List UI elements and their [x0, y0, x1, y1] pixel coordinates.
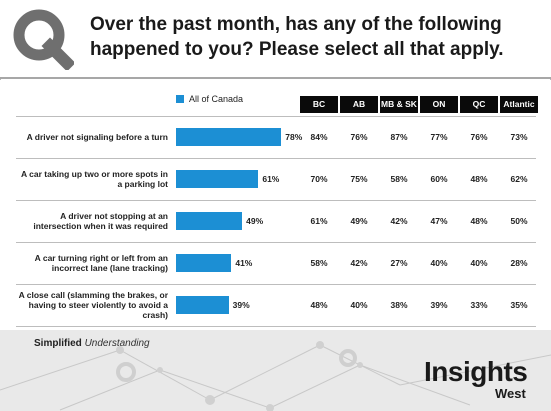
row-label-4: A close call (slamming the brakes, or ha…: [18, 290, 168, 320]
row-label-2: A driver not stopping at an intersection…: [33, 211, 168, 231]
table-cell-1-3: 60%: [430, 174, 448, 184]
table-cell-1-2: 58%: [390, 174, 408, 184]
table-cell-1-0: 70%: [310, 174, 328, 184]
brand-logo-main: Insights: [424, 356, 528, 387]
table-cell-3-4: 40%: [470, 258, 488, 268]
table-cell-3-0: 58%: [310, 258, 328, 268]
table-cell-0-1: 76%: [350, 132, 368, 142]
row-separator: [16, 116, 536, 117]
table-cell-0-4: 76%: [470, 132, 488, 142]
table-cell-3-5: 28%: [510, 258, 528, 268]
brand-logo-sub: West: [495, 386, 526, 401]
table-cell-2-4: 48%: [470, 216, 488, 226]
tagline-bold: Simplified: [34, 338, 82, 349]
table-cell-1-4: 48%: [470, 174, 488, 184]
region-header-1: AB: [340, 96, 378, 113]
table-cell-0-0: 84%: [310, 132, 328, 142]
bar-2: [176, 212, 243, 230]
row-separator: [16, 158, 536, 159]
table-cell-4-2: 38%: [390, 300, 408, 310]
table-cell-4-3: 39%: [430, 300, 448, 310]
table-cell-0-2: 87%: [390, 132, 408, 142]
row-separator: [16, 326, 536, 327]
row-label-0: A driver not signaling before a turn: [26, 132, 168, 142]
chart-panel: [0, 80, 551, 330]
bar-4: [176, 296, 229, 314]
region-header-4: QC: [460, 96, 498, 113]
table-cell-1-1: 75%: [350, 174, 368, 184]
table-cell-2-5: 50%: [510, 216, 528, 226]
row-separator: [16, 284, 536, 285]
chart-legend: All of Canada: [176, 94, 243, 104]
table-cell-2-2: 42%: [390, 216, 408, 226]
row-label-1: A car taking up two or more spots in a p…: [20, 169, 168, 189]
region-header-5: Atlantic: [500, 96, 538, 113]
region-header-3: ON: [420, 96, 458, 113]
table-cell-3-1: 42%: [350, 258, 368, 268]
bar-1: [176, 170, 259, 188]
table-cell-4-4: 33%: [470, 300, 488, 310]
bar-value-label-2: 49%: [246, 216, 264, 226]
table-cell-3-2: 27%: [390, 258, 408, 268]
page-title: Over the past month, has any of the foll…: [90, 14, 504, 60]
bar-3: [176, 254, 232, 272]
bar-value-label-3: 41%: [235, 258, 253, 268]
footer-band: [0, 330, 551, 411]
table-cell-3-3: 40%: [430, 258, 448, 268]
region-header-0: BC: [300, 96, 338, 113]
table-cell-4-0: 48%: [310, 300, 328, 310]
row-label-3: A car turning right or left from an inco…: [34, 253, 168, 273]
table-cell-0-3: 77%: [430, 132, 448, 142]
bar-value-label-1: 61%: [262, 174, 280, 184]
table-cell-0-5: 73%: [510, 132, 528, 142]
tagline: Simplified Understanding: [34, 338, 150, 349]
magnifier-q-icon: [13, 9, 74, 70]
network-background-graphic: [0, 341, 551, 411]
table-cell-2-1: 49%: [350, 216, 368, 226]
tagline-italic: Understanding: [84, 338, 150, 349]
legend-label: All of Canada: [189, 94, 244, 104]
table-cell-2-3: 47%: [430, 216, 448, 226]
row-separator: [16, 242, 536, 243]
row-separator: [16, 200, 536, 201]
bar-value-label-0: 78%: [285, 132, 303, 142]
legend-swatch: [176, 95, 184, 103]
bar-0: [176, 128, 282, 146]
table-cell-2-0: 61%: [310, 216, 328, 226]
slide-header: Over the past month, has any of the foll…: [0, 0, 551, 79]
table-cell-4-5: 35%: [510, 300, 528, 310]
region-header-2: MB & SK: [380, 96, 418, 113]
bar-value-label-4: 39%: [232, 300, 250, 310]
table-cell-4-1: 40%: [350, 300, 368, 310]
table-cell-1-5: 62%: [510, 174, 528, 184]
